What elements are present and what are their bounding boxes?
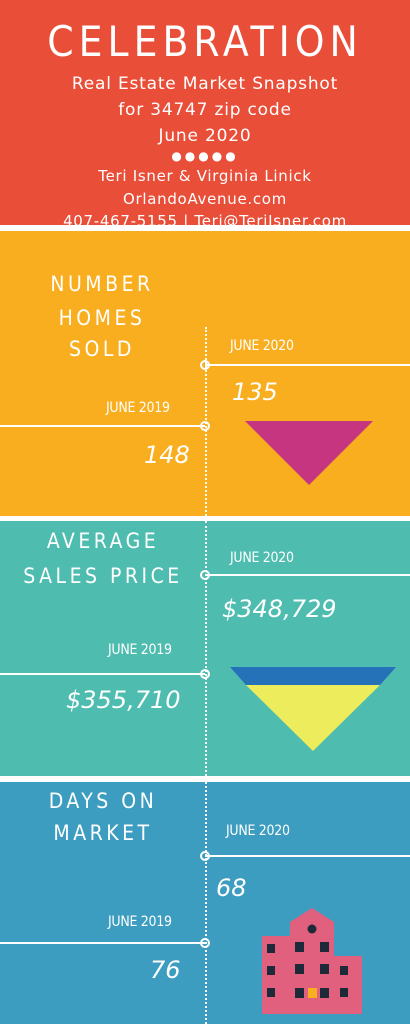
website-link[interactable]: OrlandoAvenue.com xyxy=(123,190,287,208)
days-market-current-period: JUNE 2020 xyxy=(226,823,290,839)
sales-price-prior-node xyxy=(200,669,210,679)
sales-price-current-node xyxy=(200,570,210,580)
sales-price-section: AVERAGE SALES PRICE JUNE 2020 $348,729 J… xyxy=(0,521,410,776)
report-date: June 2020 xyxy=(158,126,252,146)
homes-sold-title-line1: NUMBER xyxy=(50,272,154,296)
days-market-prior-node xyxy=(200,938,210,948)
homes-sold-current-node xyxy=(200,360,210,370)
timeline-dotted-line xyxy=(205,521,207,776)
days-market-current-line xyxy=(205,855,410,857)
days-market-title-line2: MARKET xyxy=(53,821,153,845)
header-dots-divider: ●●●●● xyxy=(171,149,239,163)
homes-sold-current-line xyxy=(205,364,410,366)
sales-price-title-line1: AVERAGE xyxy=(46,529,160,553)
homes-sold-prior-line xyxy=(0,425,205,427)
days-on-market-section: DAYS ON MARKET JUNE 2020 68 JUNE 2019 76 xyxy=(0,782,410,1024)
sales-price-prior-period: JUNE 2019 xyxy=(108,642,172,658)
contact-info[interactable]: 407-467-5155 | Teri@TeriIsner.com xyxy=(63,212,347,225)
funnel-down-icon xyxy=(230,667,396,751)
homes-sold-title-line2: HOMES SOLD xyxy=(58,306,146,361)
timeline-dotted-line xyxy=(205,782,207,1024)
sales-price-prior-line xyxy=(0,673,205,675)
sales-price-current-value: $348,729 xyxy=(222,595,337,623)
report-subtitle: Real Estate Market Snapshot xyxy=(71,74,339,94)
days-market-prior-line xyxy=(0,942,205,944)
homes-sold-section: NUMBER HOMES SOLD JUNE 2020 135 JUNE 201… xyxy=(0,231,410,516)
homes-sold-current-period: JUNE 2020 xyxy=(230,338,294,354)
days-market-prior-period: JUNE 2019 xyxy=(108,914,172,930)
days-market-current-value: 68 xyxy=(216,874,247,902)
report-zip: for 34747 zip code xyxy=(118,100,292,120)
homes-sold-prior-node xyxy=(200,421,210,431)
sales-price-title-line2: SALES PRICE xyxy=(23,564,183,588)
header: CELEBRATION Real Estate Market Snapshot … xyxy=(0,0,410,225)
sales-price-prior-value: $355,710 xyxy=(66,686,181,714)
days-market-prior-value: 76 xyxy=(150,956,181,984)
homes-sold-prior-value: 148 xyxy=(144,441,190,469)
down-triangle-icon xyxy=(245,421,373,485)
homes-sold-current-value: 135 xyxy=(232,378,278,406)
page-title: CELEBRATION xyxy=(47,17,363,66)
days-market-current-node xyxy=(200,851,210,861)
sales-price-current-period: JUNE 2020 xyxy=(230,550,294,566)
agent-names: Teri Isner & Virginia Linick xyxy=(98,167,312,185)
sales-price-current-line xyxy=(205,574,410,576)
days-market-title-line1: DAYS ON xyxy=(48,789,158,813)
building-icon xyxy=(262,908,362,1014)
homes-sold-prior-period: JUNE 2019 xyxy=(106,400,170,416)
